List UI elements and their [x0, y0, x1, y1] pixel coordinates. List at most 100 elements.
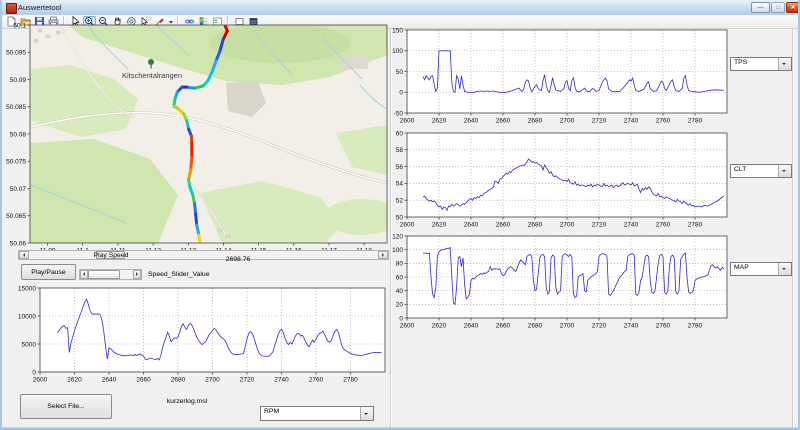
- maximize-button[interactable]: □: [771, 2, 785, 13]
- svg-text:2680: 2680: [171, 377, 186, 384]
- svg-text:2740: 2740: [624, 323, 639, 330]
- svg-text:2660: 2660: [496, 118, 511, 125]
- svg-text:50: 50: [396, 69, 404, 76]
- chevron-down-icon[interactable]: [778, 165, 791, 177]
- svg-text:50.065: 50.065: [6, 213, 26, 220]
- svg-text:2640: 2640: [464, 118, 479, 125]
- svg-text:2680: 2680: [528, 222, 543, 229]
- svg-text:50.07: 50.07: [10, 186, 27, 193]
- svg-text:50.085: 50.085: [6, 104, 26, 111]
- gps-map[interactable]: Kitschentalrangen 11.0911.111.1111.1211.…: [4, 20, 390, 256]
- combo-value: RPM: [264, 408, 279, 415]
- svg-text:50.1: 50.1: [13, 22, 26, 29]
- svg-text:2620: 2620: [432, 222, 447, 229]
- figure-icon: [6, 3, 17, 14]
- svg-text:50.06: 50.06: [10, 240, 27, 247]
- svg-text:100: 100: [392, 48, 403, 55]
- svg-text:2700: 2700: [560, 222, 575, 229]
- select-file-button[interactable]: Select File...: [20, 394, 112, 419]
- svg-text:2620: 2620: [432, 323, 447, 330]
- panel-divider: [792, 29, 794, 427]
- title-bar[interactable]: Auswertetool — □ ✕: [2, 0, 798, 16]
- svg-text:60: 60: [396, 130, 404, 137]
- window-title: Auswertetool: [18, 3, 61, 12]
- slider-left-icon[interactable]: [80, 270, 88, 279]
- svg-text:2720: 2720: [592, 118, 607, 125]
- svg-text:2660: 2660: [136, 377, 151, 384]
- current-position-value: 2698.76: [208, 256, 268, 263]
- svg-text:15000: 15000: [18, 285, 36, 292]
- svg-text:100: 100: [392, 247, 403, 254]
- svg-text:2740: 2740: [624, 118, 639, 125]
- svg-text:-50: -50: [394, 110, 404, 117]
- svg-text:2760: 2760: [656, 118, 671, 125]
- play-pause-button[interactable]: Play/Pause: [21, 264, 76, 280]
- svg-text:2600: 2600: [400, 323, 415, 330]
- svg-text:0: 0: [399, 315, 403, 322]
- combo-value: CLT: [734, 166, 746, 173]
- svg-text:2660: 2660: [496, 323, 511, 330]
- speed-slider[interactable]: [79, 269, 142, 280]
- svg-text:54: 54: [396, 181, 404, 188]
- svg-text:50.075: 50.075: [6, 159, 26, 166]
- slider-right-icon[interactable]: [133, 270, 141, 279]
- svg-text:2760: 2760: [309, 377, 324, 384]
- svg-text:60: 60: [396, 274, 404, 281]
- svg-text:2600: 2600: [33, 377, 48, 384]
- svg-text:120: 120: [392, 233, 403, 240]
- svg-text:40: 40: [396, 288, 404, 295]
- middle-channel-select[interactable]: CLT: [730, 164, 792, 178]
- chevron-down-icon[interactable]: [778, 58, 791, 70]
- close-button[interactable]: ✕: [786, 2, 800, 13]
- svg-text:2640: 2640: [464, 323, 479, 330]
- combo-value: MAP: [734, 264, 749, 271]
- loaded-filename-label: kurzerlog.msl: [152, 398, 222, 405]
- svg-text:2640: 2640: [102, 377, 117, 384]
- svg-text:2700: 2700: [560, 118, 575, 125]
- svg-text:10000: 10000: [18, 313, 36, 320]
- speed-slider-value-label: Speed_Slider_Value: [148, 271, 228, 278]
- svg-text:2600: 2600: [400, 118, 415, 125]
- svg-text:2620: 2620: [432, 118, 447, 125]
- svg-text:0: 0: [32, 369, 36, 376]
- svg-text:2780: 2780: [343, 377, 358, 384]
- svg-text:50.08: 50.08: [10, 131, 27, 138]
- minimize-button[interactable]: —: [751, 2, 770, 13]
- svg-text:2600: 2600: [400, 222, 415, 229]
- svg-text:2740: 2740: [624, 222, 639, 229]
- svg-text:2620: 2620: [67, 377, 82, 384]
- chevron-down-icon[interactable]: [778, 263, 791, 275]
- rpm-chart: 2600 2620 2640 2660 2680 2700 2720 2740 2760 2780…: [10, 283, 390, 386]
- svg-text:2700: 2700: [205, 377, 220, 384]
- svg-text:2680: 2680: [528, 323, 543, 330]
- tps-chart: 2600262026402660268027002720274027602780…: [387, 24, 730, 127]
- top-channel-select[interactable]: TPS: [730, 57, 792, 71]
- svg-text:2640: 2640: [464, 222, 479, 229]
- play-speed-label: Play Speed: [80, 252, 142, 259]
- svg-text:2760: 2760: [656, 323, 671, 330]
- speed-slider-thumb[interactable]: [88, 270, 120, 279]
- timeline-scrollbar[interactable]: [18, 250, 389, 260]
- svg-text:5000: 5000: [22, 341, 37, 348]
- bottom-channel-select[interactable]: RPM: [260, 406, 374, 421]
- svg-text:52: 52: [396, 198, 404, 205]
- scroll-left-icon[interactable]: [19, 251, 29, 259]
- svg-text:150: 150: [392, 27, 403, 34]
- svg-text:50.09: 50.09: [10, 77, 27, 84]
- svg-text:58: 58: [396, 147, 404, 154]
- combo-value: TPS: [734, 59, 747, 66]
- svg-text:20: 20: [396, 302, 404, 309]
- svg-text:2760: 2760: [656, 222, 671, 229]
- svg-text:2740: 2740: [274, 377, 289, 384]
- svg-text:2780: 2780: [688, 118, 703, 125]
- svg-text:0: 0: [399, 90, 403, 97]
- svg-text:2720: 2720: [240, 377, 255, 384]
- svg-text:2700: 2700: [560, 323, 575, 330]
- map-pressure-chart: 2600262026402660268027002720274027602780…: [387, 230, 730, 332]
- svg-text:2720: 2720: [592, 323, 607, 330]
- svg-text:56: 56: [396, 164, 404, 171]
- bottom-right-channel-select[interactable]: MAP: [730, 262, 792, 276]
- svg-text:2780: 2780: [688, 222, 703, 229]
- svg-text:2660: 2660: [496, 222, 511, 229]
- chevron-down-icon[interactable]: [360, 407, 373, 420]
